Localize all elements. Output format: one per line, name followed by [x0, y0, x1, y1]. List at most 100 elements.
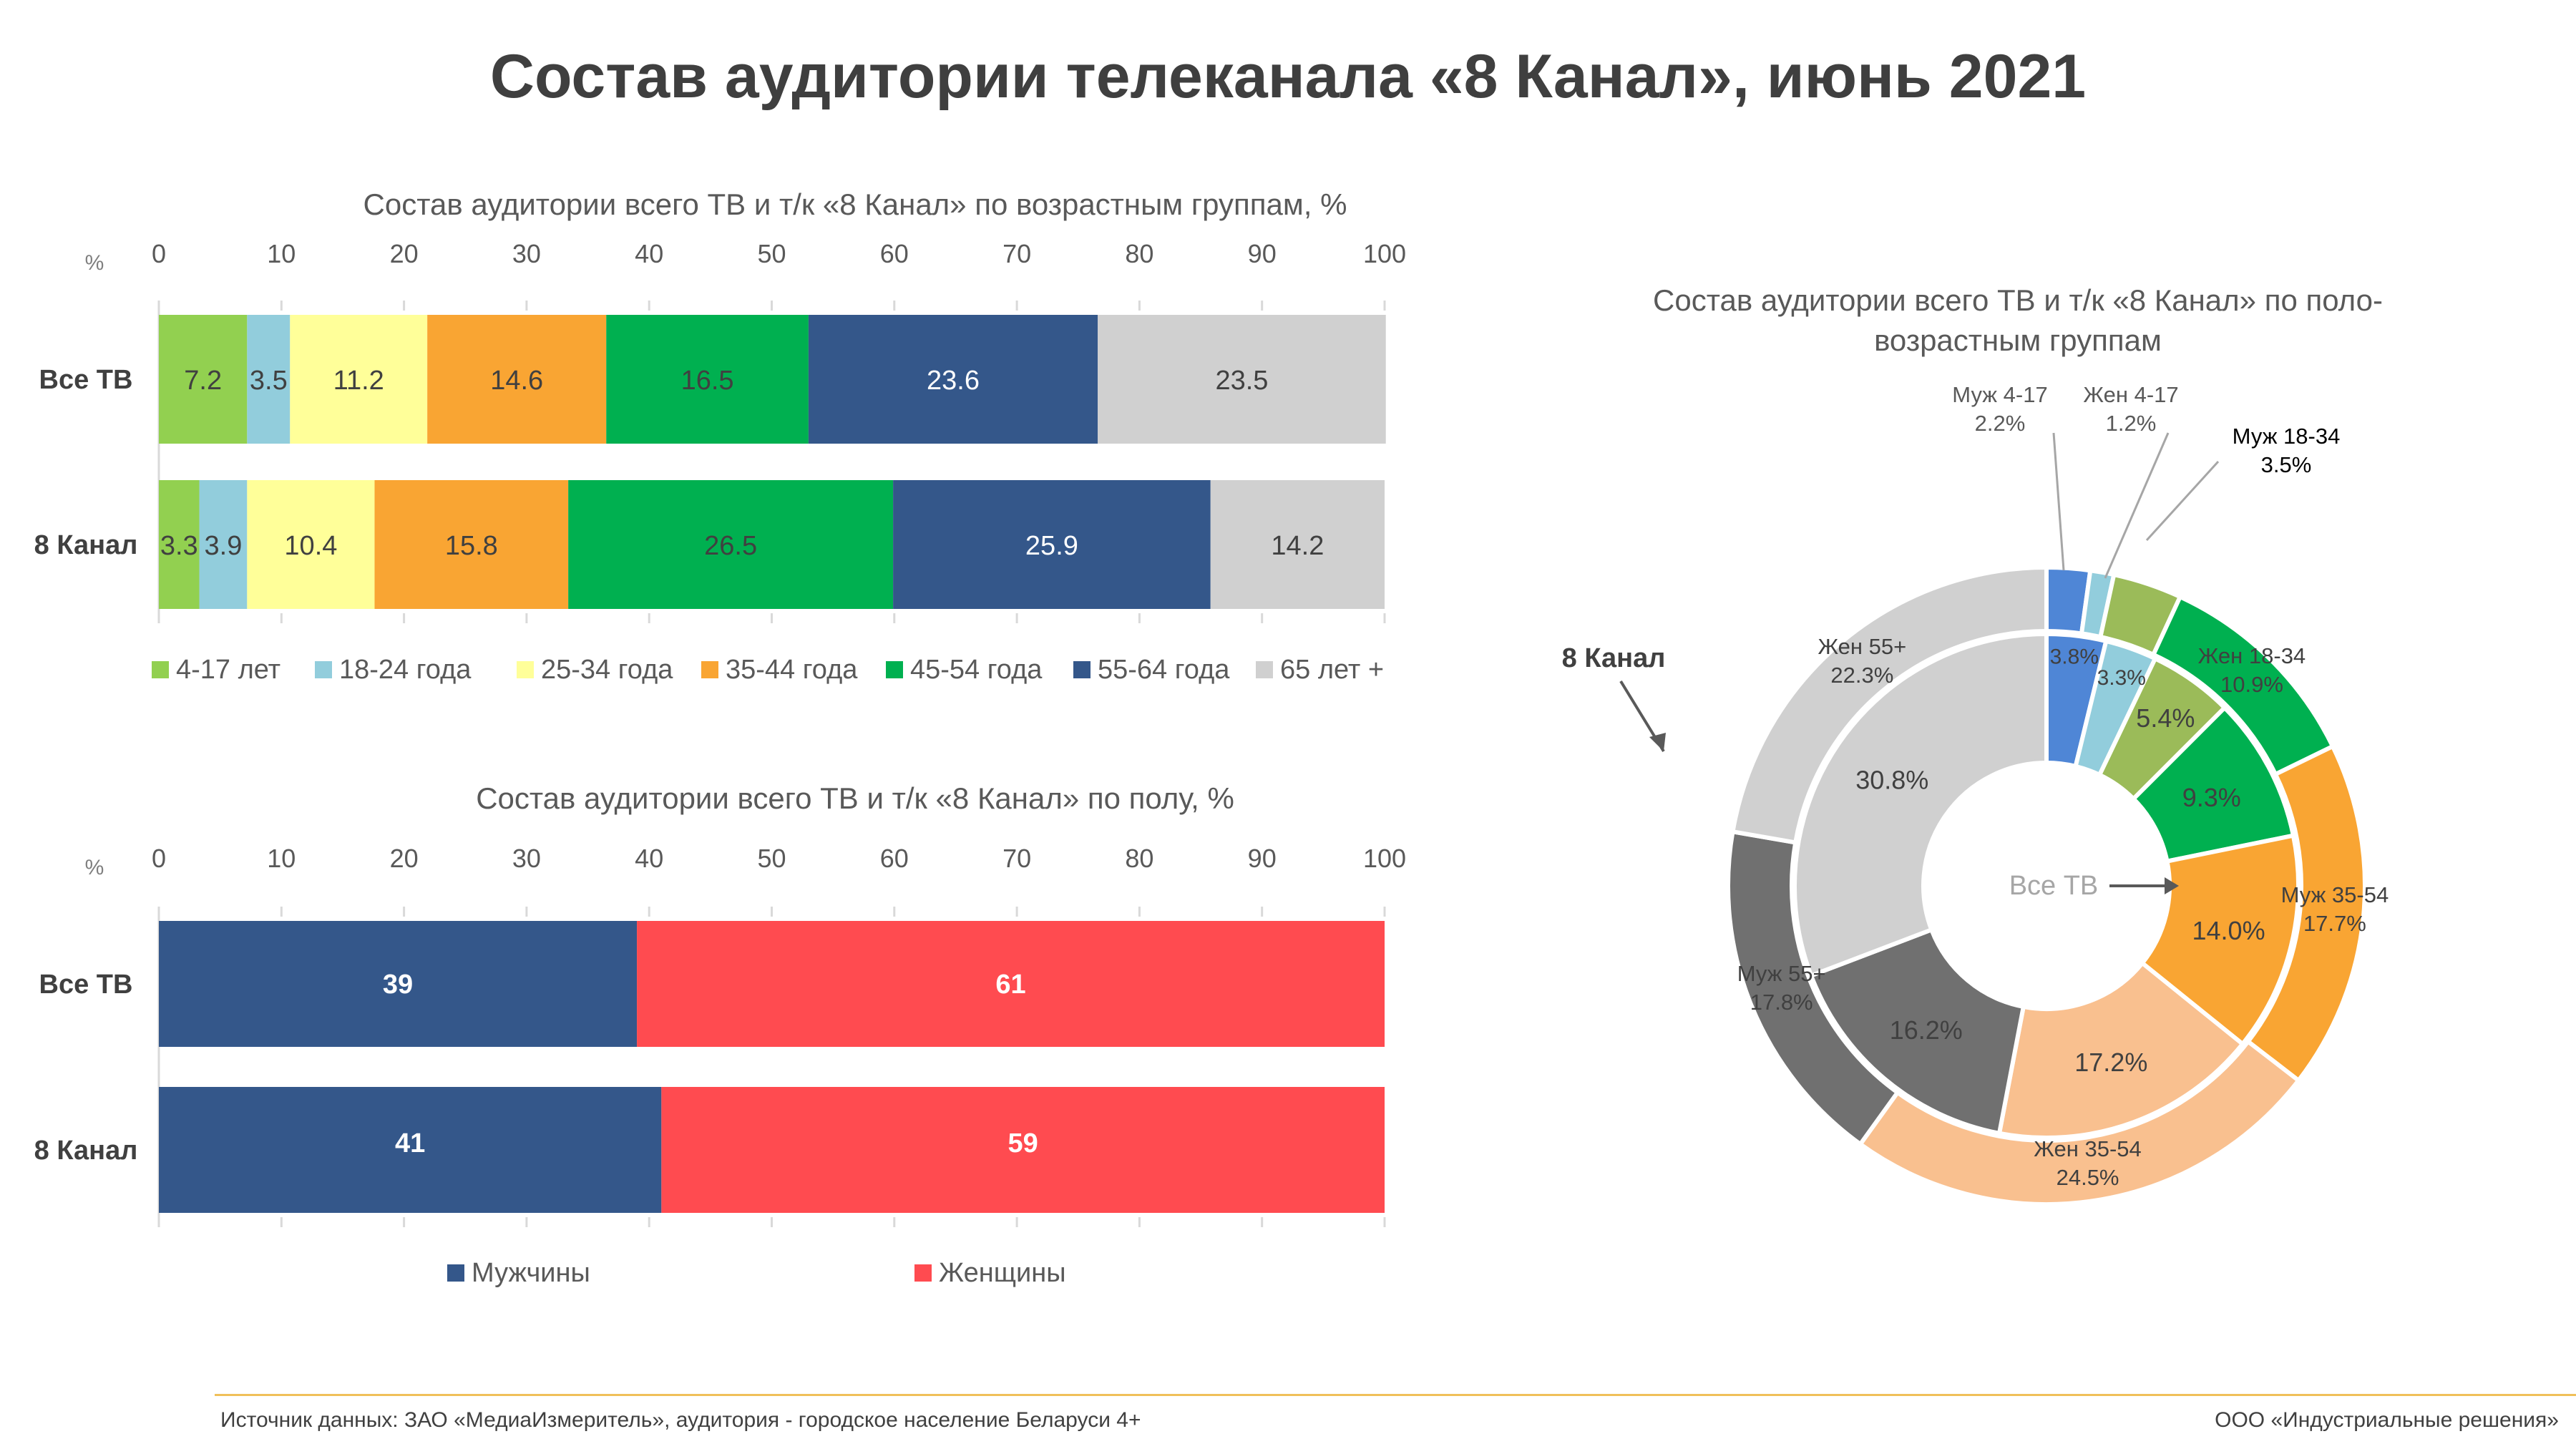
x-tick-label: 40	[635, 239, 663, 268]
leader-line	[2104, 432, 2170, 579]
bar-segment	[427, 315, 607, 444]
inner-ring-slice	[1996, 960, 2246, 1140]
inner-ring-slice	[1792, 631, 2049, 979]
ring-arrow-head	[1649, 733, 1666, 751]
inner-data-label: 3.3%	[2097, 666, 2146, 690]
bar-segment	[606, 315, 809, 444]
category-label: 8 Канал	[34, 530, 138, 560]
x-tick-label: 90	[1248, 239, 1277, 268]
inner-data-label: 3.8%	[2050, 645, 2099, 668]
data-label: 41	[395, 1128, 425, 1158]
x-tick-label: 60	[880, 239, 909, 268]
outer-category-label: Муж 55+	[1737, 961, 1826, 986]
x-tick-label: 20	[390, 239, 419, 268]
inner-ring-name: Все ТВ	[2009, 871, 2099, 901]
x-tick-label: 80	[1125, 844, 1153, 873]
bar-segment	[637, 921, 1385, 1047]
outer-data-label: 3.5%	[2261, 452, 2312, 477]
leader-line	[2052, 432, 2065, 571]
data-label: 3.9	[205, 531, 243, 561]
x-tick-label: 70	[1002, 239, 1031, 268]
inner-data-label: 9.3%	[2182, 783, 2241, 812]
data-label: 61	[995, 970, 1025, 1000]
x-tick-label: 90	[1248, 844, 1277, 873]
legend-label: 35-44 года	[726, 655, 858, 685]
legend-label: 45-54 года	[910, 655, 1043, 685]
data-label: 3.3	[160, 531, 198, 561]
category-label: Все ТВ	[39, 365, 133, 395]
bar-segment	[374, 480, 569, 609]
legend-label: 18-24 года	[339, 655, 472, 685]
outer-data-label: 22.3%	[1830, 663, 1893, 688]
outer-category-label: Муж 4-17	[1952, 382, 2047, 407]
bar-segment	[808, 315, 1098, 444]
x-tick-label: 20	[390, 844, 419, 873]
donut-chart-title: Состав аудитории всего ТВ и т/к «8 Канал…	[1653, 283, 2383, 357]
legend-label: 4-17 лет	[176, 655, 280, 685]
bar-segment	[568, 480, 894, 609]
sex-chart: % 0 10 20 30 40 50 60 70 80 90 100 Все ТВ 39 61 8 Канал…	[34, 844, 1406, 1288]
legend-swatch	[701, 661, 718, 678]
bar-segment	[199, 480, 248, 609]
outer-category-label: Жен 55+	[1818, 634, 1906, 659]
x-tick-label: 70	[1002, 844, 1031, 873]
bar-segment	[661, 1087, 1385, 1213]
x-tick-label: 100	[1363, 239, 1406, 268]
legend-swatch	[1073, 661, 1091, 678]
inner-data-label: 17.2%	[2074, 1048, 2147, 1077]
x-tick-label: 10	[267, 239, 296, 268]
legend-swatch	[886, 661, 903, 678]
x-tick-label: 30	[512, 844, 541, 873]
outer-category-label: Муж 18-34	[2233, 424, 2341, 449]
bar-segment	[893, 480, 1211, 609]
outer-ring-name: 8 Канал	[1562, 643, 1666, 673]
data-label: 25.9	[1025, 531, 1078, 561]
x-tick-label: 10	[267, 844, 296, 873]
age-chart-title: Состав аудитории всего ТВ и т/к «8 Канал…	[363, 187, 1347, 221]
axis-unit-label: %	[85, 856, 104, 879]
x-tick-label: 100	[1363, 844, 1406, 873]
legend-swatch	[447, 1264, 464, 1282]
outer-data-label: 17.7%	[2303, 911, 2366, 936]
outer-data-label: 2.2%	[1975, 411, 2026, 436]
inner-data-label: 5.4%	[2136, 703, 2195, 733]
legend-label: Мужчины	[472, 1258, 590, 1288]
outer-data-label: 10.9%	[2220, 672, 2283, 697]
category-label: Все ТВ	[39, 970, 133, 1000]
inner-data-label: 30.8%	[1855, 765, 1928, 794]
outer-category-label: Жен 18-34	[2198, 643, 2306, 668]
data-label: 23.6	[927, 366, 980, 396]
legend-label: 65 лет +	[1280, 655, 1384, 685]
legend-label: 25-34 года	[541, 655, 673, 685]
outer-category-label: Жен 4-17	[2083, 382, 2178, 407]
bar-segment	[247, 480, 375, 609]
data-label: 39	[383, 970, 413, 1000]
x-tick-label: 60	[880, 844, 909, 873]
legend-swatch	[914, 1264, 932, 1282]
bar-segment	[159, 1087, 662, 1213]
footer-source: Источник данных: ЗАО «МедиаИзмеритель», …	[220, 1408, 1141, 1432]
outer-ring-slice	[1730, 565, 2049, 845]
page-title: Состав аудитории телеканала «8 Канал», и…	[489, 42, 2087, 111]
legend-label: Женщины	[939, 1258, 1066, 1288]
category-label: 8 Канал	[34, 1136, 138, 1166]
outer-category-label: Жен 35-54	[2034, 1136, 2142, 1161]
data-label: 10.4	[284, 531, 337, 561]
legend-label: 55-64 года	[1098, 655, 1230, 685]
data-label: 11.2	[333, 366, 384, 396]
legend-swatch	[152, 661, 169, 678]
sex-chart-title: Состав аудитории всего ТВ и т/к «8 Канал…	[476, 781, 1234, 815]
outer-data-label: 1.2%	[2106, 411, 2157, 436]
inner-data-label: 14.0%	[2192, 916, 2265, 945]
data-label: 7.2	[184, 366, 222, 396]
footer-divider	[215, 1394, 2576, 1396]
data-label: 15.8	[445, 531, 498, 561]
bar-segment	[247, 315, 291, 444]
legend-swatch	[1256, 661, 1273, 678]
outer-data-label: 24.5%	[2057, 1165, 2119, 1190]
data-label: 3.5	[250, 366, 288, 396]
donut-chart: 3.8%3.3% 5.4% 9.3% 14.0% 17.2% 16.2% 30.8% Муж …	[1562, 382, 2389, 1206]
bar-segment	[159, 480, 200, 609]
x-tick-label: 50	[757, 844, 786, 873]
data-label: 59	[1008, 1128, 1038, 1158]
